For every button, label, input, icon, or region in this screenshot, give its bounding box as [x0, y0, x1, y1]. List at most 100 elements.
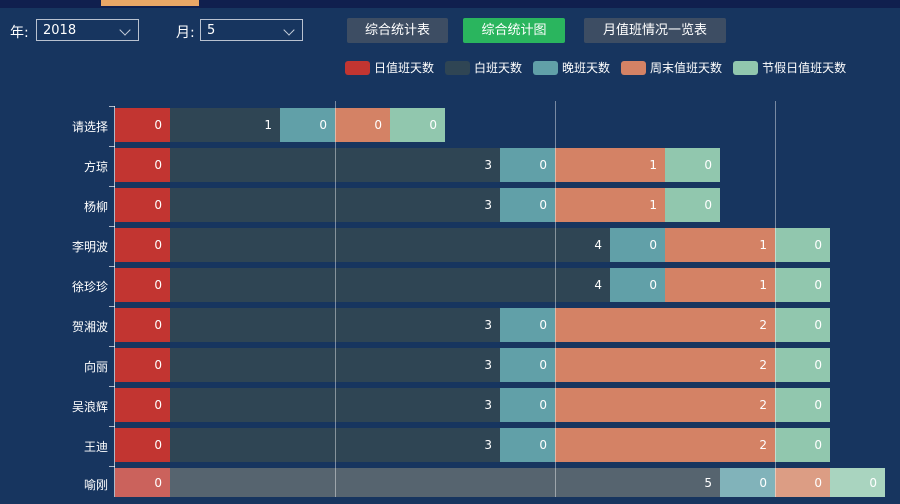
- segment-value-label: 0: [649, 238, 657, 252]
- bar-segment[interactable]: 0: [335, 108, 390, 142]
- top-scrollbar-thumb[interactable]: [101, 0, 199, 6]
- bar-segment[interactable]: 0: [775, 428, 830, 462]
- bar-segment[interactable]: 0: [115, 348, 170, 382]
- bar-row-9: 0 5 0 0 0: [115, 468, 885, 497]
- bar-segment[interactable]: 1: [555, 148, 665, 182]
- legend-item-4[interactable]: 节假日值班天数: [733, 59, 846, 76]
- bar-segment[interactable]: 1: [665, 228, 775, 262]
- bar-segment[interactable]: 0: [500, 428, 555, 462]
- segment-value-label: 2: [759, 318, 767, 332]
- bar-segment[interactable]: 0: [775, 348, 830, 382]
- segment-value-label: 0: [539, 438, 547, 452]
- segment-value-label: 0: [814, 238, 822, 252]
- legend-item-2[interactable]: 晚班天数: [533, 59, 610, 76]
- bar-segment[interactable]: 4: [170, 228, 610, 262]
- bar-segment[interactable]: 3: [170, 428, 500, 462]
- segment-value-label: 0: [814, 475, 822, 490]
- bar-segment[interactable]: 3: [170, 348, 500, 382]
- category-label-3: 李明波: [71, 240, 108, 254]
- segment-value-label: 0: [154, 198, 162, 212]
- category-label-6: 向丽: [83, 360, 108, 374]
- bar-segment[interactable]: 0: [500, 148, 555, 182]
- bar-segment[interactable]: 0: [830, 468, 885, 497]
- bar-segment[interactable]: 0: [500, 308, 555, 342]
- category-label-7: 吴浪辉: [71, 400, 108, 414]
- segment-value-label: 0: [539, 398, 547, 412]
- bar-segment[interactable]: 1: [665, 268, 775, 302]
- y-axis-line: [114, 106, 115, 497]
- bar-segment[interactable]: 0: [115, 108, 170, 142]
- month-select-value: 5: [207, 23, 216, 38]
- bar-segment[interactable]: 0: [665, 148, 720, 182]
- bar-segment[interactable]: 0: [280, 108, 335, 142]
- x-gridline: [555, 101, 556, 497]
- bar-segment[interactable]: 0: [775, 388, 830, 422]
- bar-segment[interactable]: 0: [115, 228, 170, 262]
- monthly-duty-list-button[interactable]: 月值班情况一览表: [584, 18, 726, 43]
- y-axis-tick: [109, 186, 115, 187]
- bar-segment[interactable]: 0: [610, 268, 665, 302]
- bar-segment[interactable]: 0: [115, 468, 170, 497]
- segment-value-label: 0: [539, 318, 547, 332]
- segment-value-label: 0: [154, 438, 162, 452]
- bar-segment[interactable]: 0: [775, 228, 830, 262]
- bar-segment[interactable]: 0: [115, 148, 170, 182]
- segment-value-label: 0: [154, 358, 162, 372]
- bar-row-8: 0 3 0 2 0: [115, 428, 830, 462]
- bar-row-3: 0 4 0 1 0: [115, 228, 830, 262]
- bar-segment[interactable]: 0: [115, 308, 170, 342]
- category-label-4: 徐珍珍: [71, 280, 108, 294]
- bar-segment[interactable]: 3: [170, 308, 500, 342]
- bar-row-4: 0 4 0 1 0: [115, 268, 830, 302]
- summary-chart-button[interactable]: 综合统计图: [463, 18, 565, 43]
- bar-segment[interactable]: 5: [170, 468, 720, 497]
- bar-segment[interactable]: 1: [170, 108, 280, 142]
- bar-segment[interactable]: 3: [170, 388, 500, 422]
- bar-segment[interactable]: 0: [500, 348, 555, 382]
- bar-segment[interactable]: 0: [115, 188, 170, 222]
- legend-label: 白班天数: [474, 61, 523, 75]
- legend-label: 晚班天数: [562, 61, 611, 75]
- y-axis-tick: [109, 426, 115, 427]
- bar-segment[interactable]: 0: [610, 228, 665, 262]
- bar-segment[interactable]: 2: [555, 308, 775, 342]
- segment-value-label: 0: [759, 475, 767, 490]
- year-select[interactable]: 2018: [36, 19, 139, 41]
- bar-segment[interactable]: 0: [775, 308, 830, 342]
- segment-value-label: 5: [704, 475, 712, 490]
- segment-value-label: 0: [649, 278, 657, 292]
- bar-segment[interactable]: 2: [555, 388, 775, 422]
- bar-segment[interactable]: 0: [775, 268, 830, 302]
- category-label-5: 贺湘波: [71, 320, 108, 334]
- bar-segment[interactable]: 0: [665, 188, 720, 222]
- segment-value-label: 0: [154, 278, 162, 292]
- bar-segment[interactable]: 0: [775, 468, 830, 497]
- bar-segment[interactable]: 1: [555, 188, 665, 222]
- segment-value-label: 4: [594, 238, 602, 252]
- bar-segment[interactable]: 0: [500, 188, 555, 222]
- legend-item-3[interactable]: 周末值班天数: [621, 59, 722, 76]
- summary-table-button[interactable]: 综合统计表: [347, 18, 448, 43]
- bar-segment[interactable]: 3: [170, 148, 500, 182]
- bar-segment[interactable]: 2: [555, 348, 775, 382]
- bar-segment[interactable]: 0: [500, 388, 555, 422]
- chevron-down-icon: [283, 24, 295, 36]
- legend-item-1[interactable]: 白班天数: [445, 59, 522, 76]
- segment-value-label: 0: [154, 158, 162, 172]
- top-scrollbar-track: [0, 0, 900, 8]
- bar-segment[interactable]: 0: [115, 388, 170, 422]
- segment-value-label: 2: [759, 398, 767, 412]
- segment-value-label: 0: [154, 475, 162, 490]
- bar-segment[interactable]: 3: [170, 188, 500, 222]
- legend-label: 周末值班天数: [650, 61, 723, 75]
- legend-item-0[interactable]: 日值班天数: [345, 59, 434, 76]
- segment-value-label: 0: [539, 198, 547, 212]
- bar-segment[interactable]: 0: [390, 108, 445, 142]
- bar-segment[interactable]: 0: [115, 268, 170, 302]
- segment-value-label: 0: [154, 318, 162, 332]
- bar-segment[interactable]: 0: [115, 428, 170, 462]
- bar-segment[interactable]: 2: [555, 428, 775, 462]
- month-select[interactable]: 5: [200, 19, 303, 41]
- bar-segment[interactable]: 4: [170, 268, 610, 302]
- bar-segment[interactable]: 0: [720, 468, 775, 497]
